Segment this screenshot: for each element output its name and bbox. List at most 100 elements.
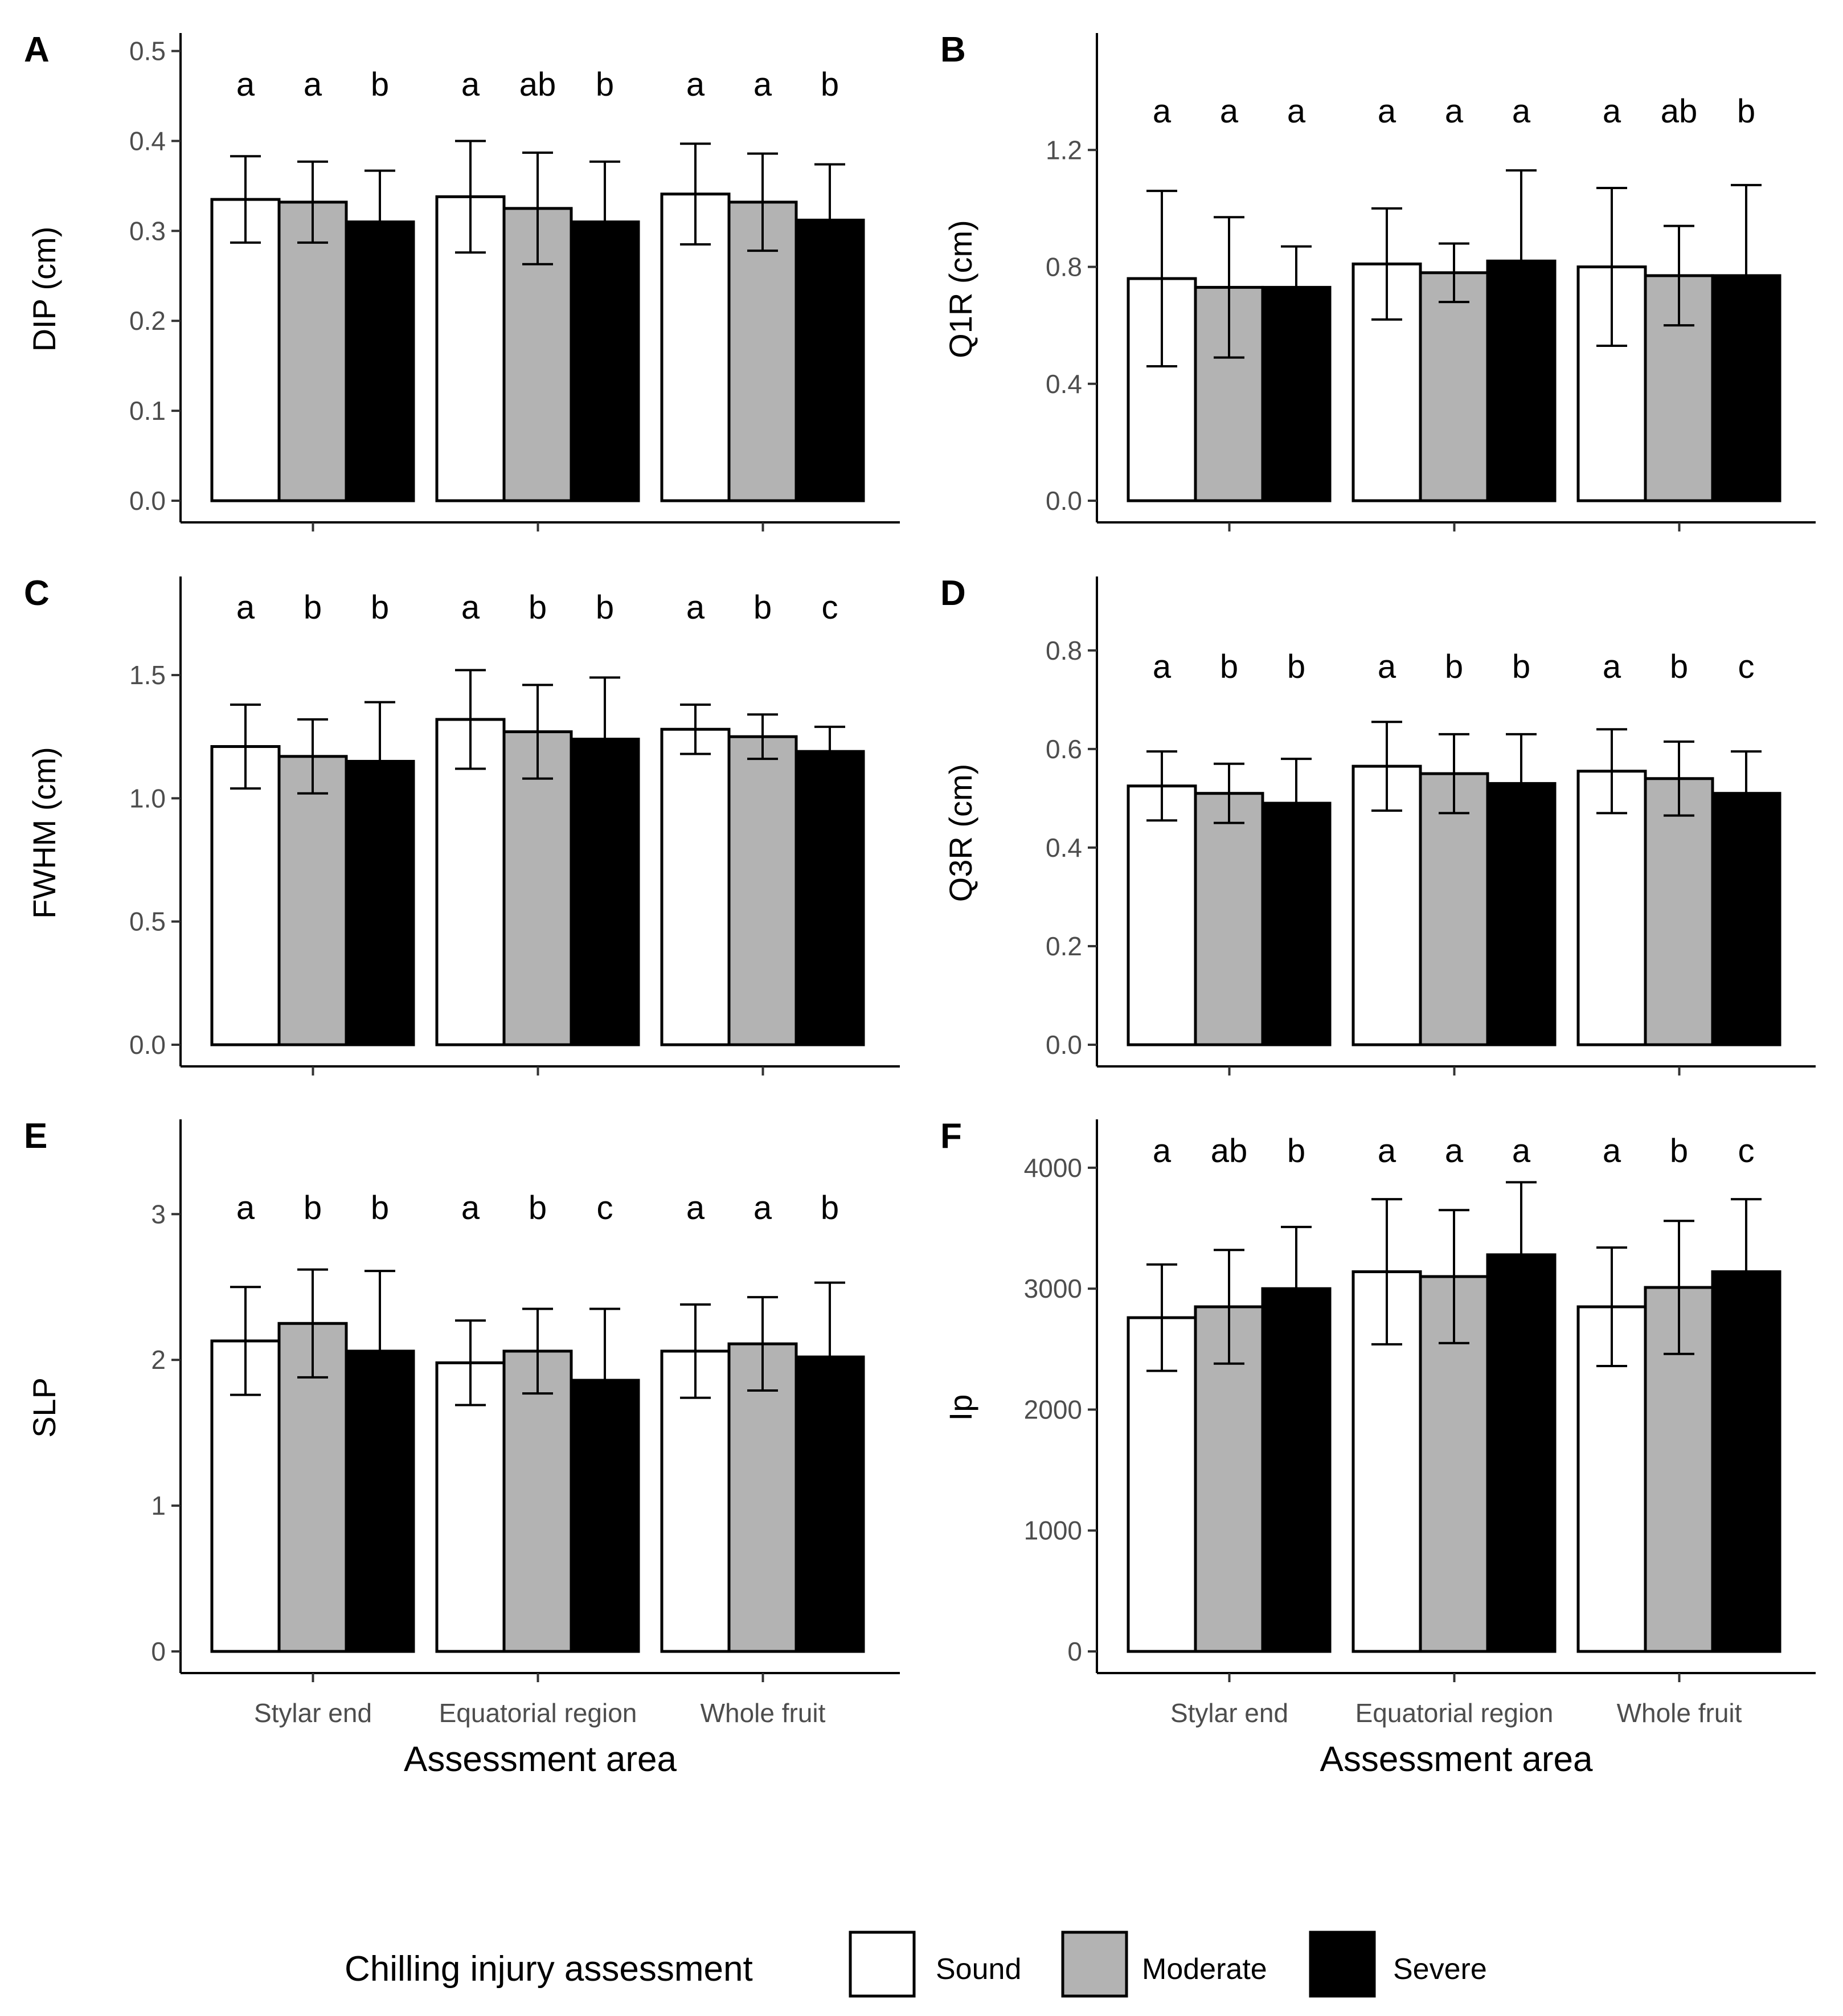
bar-c-3-severe: [794, 750, 865, 1046]
bar-c-2-severe: [570, 738, 640, 1046]
sig-letter-a-3-severe: b: [821, 66, 839, 103]
error-bar-b-3-severe: [1731, 183, 1762, 367]
legend-swatch-sound: [849, 1931, 916, 1998]
sig-letter-d-3-severe: c: [1738, 648, 1755, 685]
bar-d-3-moderate: [1644, 777, 1714, 1046]
sig-letter-b-3-severe: b: [1737, 93, 1755, 130]
sig-letter-b-3-sound: a: [1603, 93, 1621, 130]
error-bar-a-1-moderate: [297, 160, 328, 244]
error-bar-d-1-severe: [1281, 758, 1312, 849]
y-tick-label-b: 0.8: [1046, 252, 1082, 282]
legend-title: Chilling injury assessment: [345, 1949, 753, 1989]
sig-letter-a-2-moderate: ab: [519, 66, 556, 103]
sig-letter-e-3-moderate: a: [753, 1189, 772, 1226]
error-bar-e-3-severe: [814, 1281, 845, 1433]
legend-label-moderate: Moderate: [1142, 1953, 1267, 1986]
error-bar-f-2-sound: [1371, 1198, 1402, 1346]
sig-letter-f-2-sound: a: [1378, 1132, 1396, 1169]
sig-letter-a-2-sound: a: [461, 66, 480, 103]
sig-letter-e-1-moderate: b: [304, 1189, 322, 1226]
y-tick-label-e: 3: [151, 1199, 166, 1229]
error-bar-b-1-sound: [1146, 190, 1177, 367]
bar-f-1-sound: [1127, 1316, 1197, 1653]
sig-letter-d-1-moderate: b: [1220, 648, 1238, 685]
bar-a-3-moderate: [727, 201, 798, 502]
sig-letter-e-2-moderate: b: [529, 1189, 547, 1226]
y-tick-label-b: 0.0: [1046, 486, 1082, 516]
sig-letter-f-1-severe: b: [1287, 1132, 1305, 1169]
panel-label-e: E: [24, 1117, 47, 1156]
sig-letter-d-2-severe: b: [1512, 648, 1530, 685]
error-bar-c-2-severe: [589, 676, 620, 802]
sig-letter-e-3-sound: a: [686, 1189, 705, 1226]
error-bar-b-1-severe: [1281, 245, 1312, 330]
y-tick-label-a: 0.4: [129, 126, 166, 156]
y-tick-label-a: 0.1: [129, 396, 166, 426]
error-bar-a-2-moderate: [522, 151, 553, 265]
y-tick-label-f: 3000: [1024, 1274, 1082, 1303]
bar-d-1-moderate: [1194, 792, 1264, 1046]
sig-letter-d-3-sound: a: [1603, 648, 1621, 685]
x-tick-label-e-1: Stylar end: [254, 1698, 372, 1728]
error-bar-a-1-sound: [230, 155, 261, 244]
sig-letter-d-2-moderate: b: [1445, 648, 1463, 685]
error-bar-d-3-severe: [1731, 750, 1762, 837]
error-bar-b-2-sound: [1371, 207, 1402, 321]
sig-letter-a-1-moderate: a: [304, 66, 322, 103]
error-bar-d-3-moderate: [1664, 740, 1694, 817]
sig-letter-d-2-sound: a: [1378, 648, 1396, 685]
y-tick-label-f: 0: [1067, 1637, 1082, 1666]
sig-letter-c-3-severe: c: [822, 589, 838, 626]
y-tick-label-f: 1000: [1024, 1516, 1082, 1545]
error-bar-e-3-moderate: [747, 1296, 778, 1392]
sig-letter-b-1-sound: a: [1153, 93, 1172, 130]
error-bar-d-1-sound: [1146, 750, 1177, 822]
y-tick-label-f: 4000: [1024, 1153, 1082, 1183]
sig-letter-f-1-moderate: ab: [1211, 1132, 1248, 1169]
sig-letter-b-3-moderate: ab: [1661, 93, 1698, 130]
bar-d-2-moderate: [1419, 772, 1489, 1046]
x-tick-label-f-2: Equatorial region: [1355, 1698, 1554, 1728]
y-tick-label-d: 0.6: [1046, 734, 1082, 764]
sig-letter-a-2-severe: b: [596, 66, 614, 103]
sig-letter-f-3-moderate: b: [1670, 1132, 1688, 1169]
sig-letter-b-1-severe: a: [1287, 93, 1306, 130]
y-tick-label-f: 2000: [1024, 1395, 1082, 1424]
error-bar-f-2-severe: [1506, 1181, 1537, 1329]
sig-letter-c-2-severe: b: [596, 589, 614, 626]
error-bar-c-3-moderate: [747, 713, 778, 760]
error-bar-a-3-sound: [680, 142, 711, 246]
sig-letter-e-2-severe: c: [597, 1189, 613, 1226]
bar-c-1-moderate: [277, 755, 348, 1046]
bar-c-1-sound: [210, 745, 281, 1046]
sig-letter-c-1-moderate: b: [304, 589, 322, 626]
error-bar-d-1-moderate: [1214, 762, 1244, 824]
sig-letter-c-1-severe: b: [371, 589, 389, 626]
bar-a-1-sound: [210, 198, 281, 502]
bar-d-2-sound: [1351, 764, 1422, 1046]
error-bar-e-1-moderate: [297, 1268, 328, 1379]
y-tick-label-b: 1.2: [1046, 135, 1082, 165]
sig-letter-f-3-severe: c: [1738, 1132, 1755, 1169]
error-bar-b-3-sound: [1596, 186, 1627, 347]
y-axis-label-a: DIP (cm): [26, 227, 62, 352]
sig-letter-a-1-sound: a: [236, 66, 255, 103]
y-tick-label-c: 1.0: [129, 783, 166, 813]
y-axis-label-f: Ip: [943, 1395, 978, 1421]
sig-letter-e-1-sound: a: [236, 1189, 255, 1226]
sig-letter-c-2-moderate: b: [529, 589, 547, 626]
y-axis-label-c: FWHM (cm): [26, 747, 62, 919]
sig-letter-b-1-moderate: a: [1220, 93, 1239, 130]
error-bar-a-3-severe: [814, 163, 845, 277]
sig-letter-e-1-severe: b: [371, 1189, 389, 1226]
sig-letter-f-1-sound: a: [1153, 1132, 1172, 1169]
panel-b: B 0.0 0.4 0.8 1.2 Q1R (cm) a a a a a a a ab b: [940, 30, 1816, 531]
y-tick-label-c: 0.5: [129, 907, 166, 937]
bar-e-3-sound: [660, 1350, 731, 1653]
y-tick-label-a: 0.0: [129, 486, 166, 516]
sig-letter-f-2-severe: a: [1512, 1132, 1531, 1169]
sig-letter-b-2-moderate: a: [1445, 93, 1464, 130]
legend: Chilling injury assessment Sound Moderat…: [345, 1931, 1487, 1998]
